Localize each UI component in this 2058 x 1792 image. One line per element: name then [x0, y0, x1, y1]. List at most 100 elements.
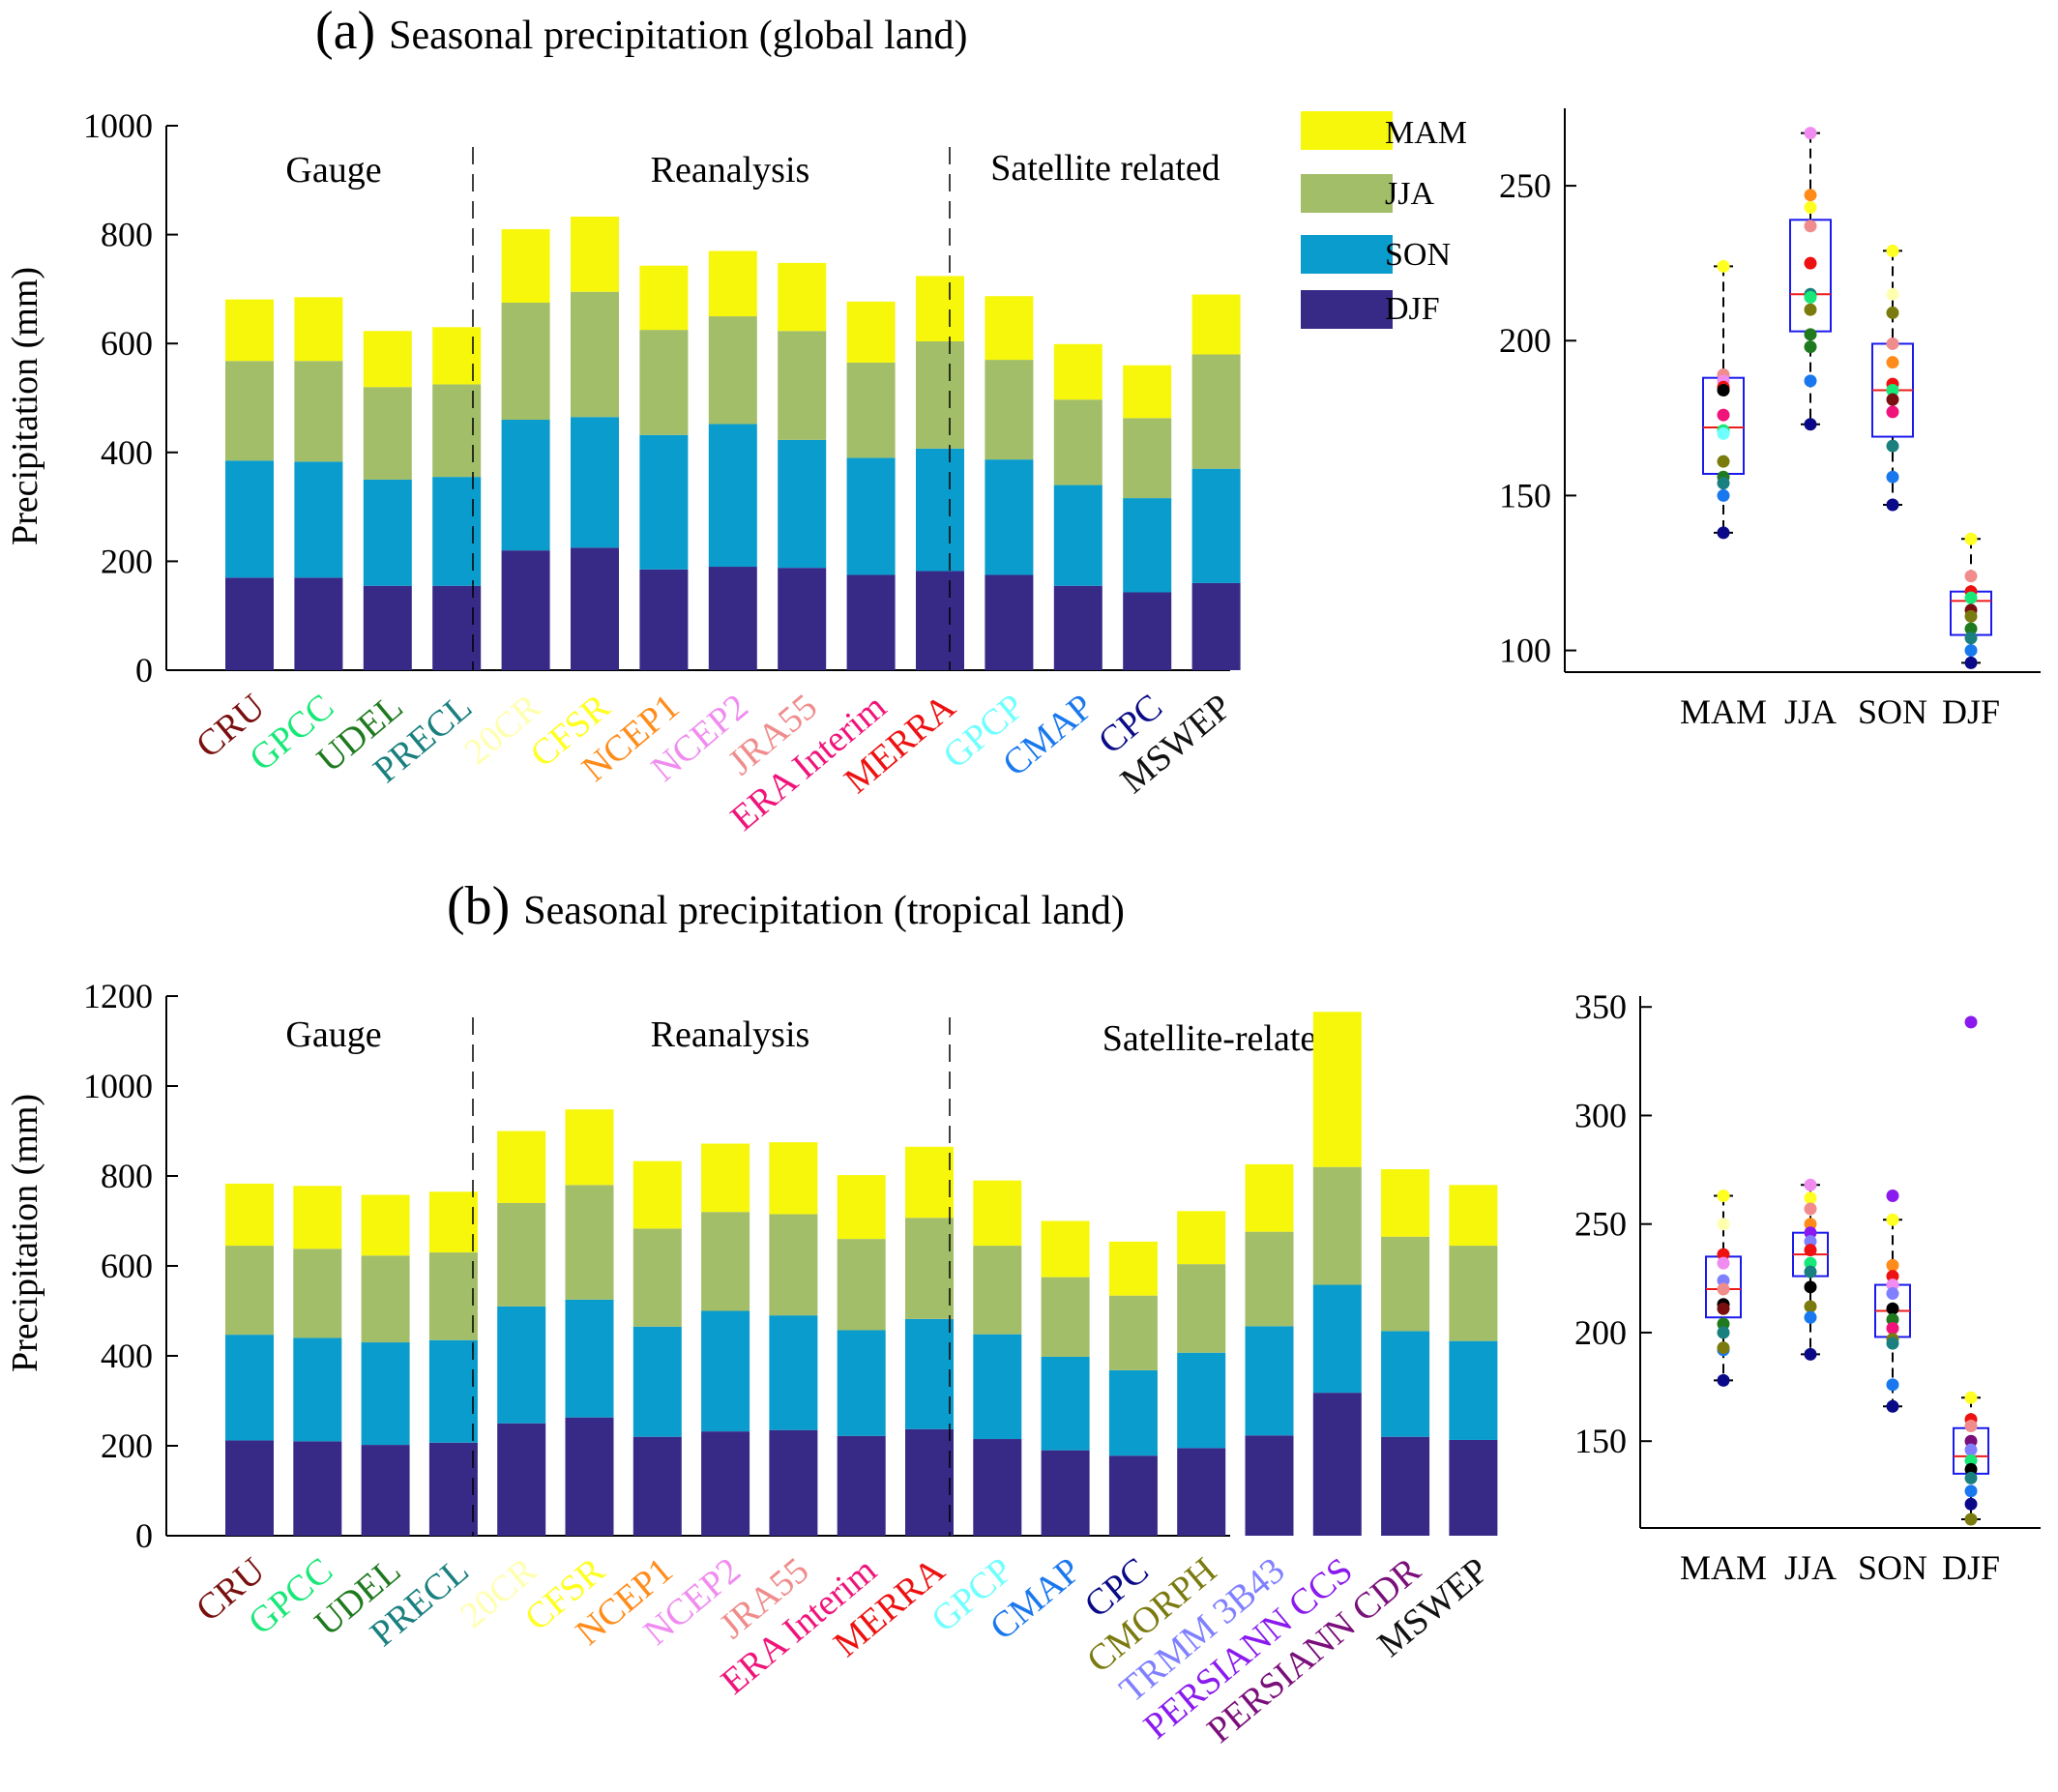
- bar-segment-mam: [708, 250, 757, 317]
- bar-segment-djf: [701, 1431, 750, 1536]
- bar-segment-djf: [225, 1440, 274, 1536]
- data-point: [1804, 303, 1817, 316]
- box-x-tick-label: SON: [1858, 1548, 1927, 1587]
- bar-segment-jja: [1123, 418, 1172, 499]
- data-point: [1964, 591, 1978, 604]
- bar-segment-jja: [294, 361, 343, 462]
- bar-segment-jja: [225, 361, 274, 461]
- bar-segment-djf: [639, 569, 689, 670]
- bar-segment-son: [1191, 468, 1241, 583]
- data-point: [1886, 1270, 1899, 1283]
- bar-segment-jja: [361, 1255, 410, 1343]
- data-point: [1717, 408, 1730, 422]
- data-point: [1804, 1265, 1817, 1278]
- bar-segment-jja: [1381, 1236, 1430, 1332]
- bar-segment-mam: [363, 331, 412, 388]
- bar-segment-djf: [1245, 1435, 1294, 1536]
- bar-segment-son: [701, 1310, 750, 1432]
- data-point: [1804, 220, 1817, 233]
- bar-segment-son: [1245, 1326, 1294, 1436]
- data-point: [1717, 1341, 1730, 1355]
- bar-segment-jja: [778, 331, 827, 440]
- panel-a-title: (a) Seasonal precipitation (global land): [315, 1, 967, 61]
- panel-b-group-satellite: Satellite-related: [1102, 1018, 1336, 1059]
- bar-segment-son: [985, 459, 1034, 575]
- panel-b-tag: (b): [447, 876, 510, 936]
- bar-segment-son: [497, 1306, 546, 1424]
- bar-segment-son: [1053, 485, 1102, 586]
- bar-segment-jja: [1041, 1277, 1090, 1357]
- data-point: [1886, 470, 1899, 484]
- bar-segment-mam: [225, 1183, 274, 1247]
- bar-segment-jja: [497, 1202, 546, 1307]
- data-point: [1717, 1190, 1730, 1203]
- bar-segment-son: [708, 424, 757, 568]
- panel-a-bar-chart: 02004006008001000CRUGPCCUDELPRECL20CRCFS…: [83, 106, 1241, 838]
- y-tick-label: 800: [101, 216, 153, 254]
- bar-segment-djf: [501, 550, 550, 670]
- data-point: [1964, 1419, 1978, 1432]
- data-point: [1717, 1302, 1730, 1315]
- bar-segment-djf: [905, 1428, 954, 1536]
- box-x-tick-label: MAM: [1680, 692, 1767, 731]
- panel-b-group-gauge: Gauge: [285, 1014, 381, 1055]
- data-point: [1964, 609, 1978, 623]
- data-point: [1804, 189, 1817, 202]
- box-x-tick-label: JJA: [1784, 692, 1837, 731]
- bar-segment-djf: [1312, 1393, 1362, 1536]
- bar-segment-mam: [565, 1109, 614, 1186]
- data-point: [1886, 439, 1899, 453]
- bar-segment-djf: [1041, 1450, 1090, 1536]
- bar-segment-mam: [1177, 1211, 1226, 1265]
- panel-a-ylabel: Precipitation (mm): [5, 267, 45, 545]
- panel-b-group-reanalysis: Reanalysis: [651, 1014, 810, 1055]
- y-tick-label: 400: [101, 433, 153, 472]
- data-point: [1886, 1258, 1899, 1272]
- bar-segment-jja: [363, 387, 412, 480]
- bar-segment-djf: [632, 1436, 682, 1536]
- data-point: [1964, 1434, 1978, 1448]
- data-point: [1964, 656, 1978, 669]
- y-tick-label: 1000: [83, 106, 153, 145]
- bar-segment-jja: [639, 330, 689, 435]
- data-point: [1804, 1310, 1817, 1324]
- data-point: [1717, 1282, 1730, 1296]
- bar-segment-djf: [973, 1439, 1022, 1536]
- data-point: [1804, 328, 1817, 341]
- bar-segment-djf: [1177, 1448, 1226, 1536]
- bar-segment-mam: [905, 1146, 954, 1219]
- data-point: [1964, 1443, 1978, 1456]
- data-point: [1886, 1278, 1899, 1292]
- bar-segment-mam: [846, 301, 896, 363]
- data-point: [1804, 201, 1817, 215]
- bar-segment-djf: [985, 574, 1034, 670]
- legend-swatch-djf: [1301, 290, 1393, 329]
- bar-segment-jja: [565, 1185, 614, 1300]
- box-x-tick-label: SON: [1858, 692, 1927, 731]
- data-point: [1804, 290, 1817, 304]
- data-point: [1804, 1280, 1817, 1294]
- y-tick-label: 0: [135, 1516, 153, 1555]
- bar-segment-jja: [1177, 1264, 1226, 1353]
- bar-segment-son: [428, 1339, 478, 1443]
- data-point: [1804, 340, 1817, 354]
- box-y-tick-label: 350: [1574, 987, 1627, 1026]
- bar-segment-mam: [985, 296, 1034, 361]
- data-point: [1964, 1513, 1978, 1526]
- bar-segment-djf: [225, 577, 274, 670]
- bar-segment-jja: [428, 1252, 478, 1340]
- data-point: [1886, 1378, 1899, 1392]
- bar-segment-djf: [708, 567, 757, 670]
- bar-segment-jja: [225, 1246, 274, 1336]
- data-point: [1804, 1191, 1817, 1205]
- box-y-tick-label: 150: [1574, 1422, 1627, 1460]
- bar-segment-son: [565, 1299, 614, 1418]
- panel-b-bar-chart: 020040060080010001200CRUGPCCUDELPRECL20C…: [83, 977, 1498, 1751]
- data-point: [1804, 1300, 1817, 1313]
- data-point: [1964, 1391, 1978, 1404]
- panel-a-group-satellite: Satellite related: [990, 148, 1220, 189]
- data-point: [1717, 259, 1730, 273]
- bar-segment-jja: [571, 291, 619, 418]
- data-point: [1886, 244, 1899, 257]
